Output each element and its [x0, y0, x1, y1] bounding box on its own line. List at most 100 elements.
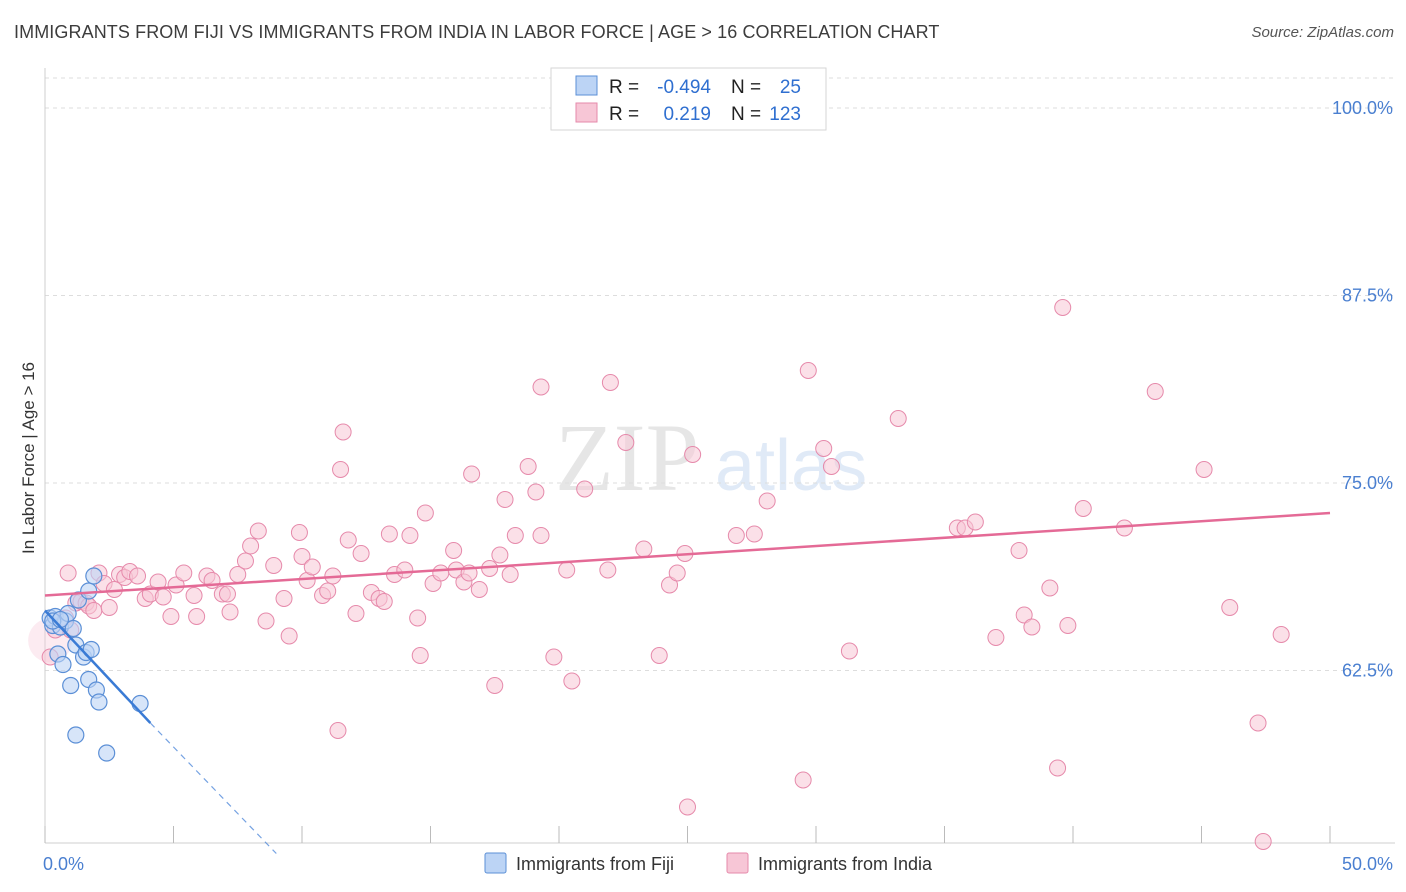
india-point	[401, 527, 419, 544]
bottom-legend-fiji: Immigrants from Fiji	[516, 854, 674, 874]
bottom-legend-swatch-fiji	[484, 852, 507, 874]
india-point	[290, 524, 308, 541]
india-point	[1054, 299, 1072, 316]
india-point	[545, 648, 563, 666]
india-point	[1049, 759, 1067, 777]
india-point	[329, 722, 347, 739]
india-point	[463, 465, 481, 483]
fiji-point	[85, 567, 103, 585]
india-point	[601, 374, 619, 391]
india-point	[59, 564, 77, 582]
trend-lines	[44, 511, 1331, 854]
india-point	[496, 491, 514, 508]
india-point	[380, 525, 398, 543]
legend-swatch-fiji	[575, 75, 598, 96]
india-point	[1074, 500, 1092, 517]
india-point	[532, 527, 550, 544]
india-point	[617, 434, 635, 451]
india-point	[1015, 606, 1033, 624]
x-tick-label: 0.0%	[43, 854, 84, 874]
india-point	[966, 513, 984, 531]
india-point	[1221, 599, 1239, 616]
india-point	[576, 480, 594, 498]
india-point	[265, 557, 283, 574]
fiji-point	[131, 694, 149, 713]
legend-india-n-value: 123	[769, 104, 801, 125]
india-point	[889, 410, 907, 427]
india-point	[149, 573, 167, 591]
india-point	[822, 458, 840, 475]
india-point	[1254, 833, 1272, 850]
india-point	[332, 461, 350, 478]
y-tick-label: 62.5%	[1342, 661, 1393, 681]
india-point	[679, 798, 696, 816]
india-point	[319, 582, 337, 600]
india-point	[1041, 579, 1059, 597]
india-point	[1249, 714, 1267, 732]
india-point	[668, 564, 686, 582]
india-point	[1059, 617, 1077, 634]
india-point	[375, 593, 393, 610]
india-point	[242, 537, 260, 555]
india-point	[218, 585, 236, 603]
india-point	[650, 647, 668, 664]
india-point	[1010, 542, 1028, 559]
india-point	[257, 612, 275, 630]
y-tick-label: 75.0%	[1342, 473, 1393, 493]
india-point	[162, 608, 180, 625]
x-tick-label: 50.0%	[1342, 854, 1393, 874]
bottom-legend-india: Immigrants from India	[758, 854, 933, 874]
fiji-point	[54, 655, 72, 674]
india-point	[987, 629, 1005, 646]
india-point	[794, 771, 812, 789]
india-point	[167, 576, 185, 594]
india-point	[1195, 461, 1213, 478]
india-point	[411, 647, 429, 664]
india-point	[506, 527, 524, 544]
india-point	[129, 567, 147, 585]
india-point	[236, 552, 254, 570]
fiji-point	[62, 676, 80, 695]
india-point	[275, 590, 293, 607]
fiji-point	[98, 744, 116, 762]
india-point	[491, 546, 509, 564]
legend-india-n-label: N =	[731, 104, 761, 125]
india-point	[563, 672, 581, 690]
india-point	[185, 587, 203, 604]
india-trend-line	[44, 511, 1331, 597]
india-point	[815, 440, 833, 457]
india-point	[745, 525, 763, 543]
fiji-trend-extension	[149, 722, 277, 854]
india-point	[303, 558, 321, 576]
india-point	[661, 576, 679, 594]
axes	[44, 68, 1395, 844]
watermark-atlas: atlas	[715, 426, 867, 506]
india-point	[432, 564, 450, 582]
legend-india-r-label: R =	[609, 104, 639, 125]
india-point	[352, 545, 370, 562]
india-point	[799, 362, 817, 379]
legend-swatch-india	[575, 102, 598, 123]
india-point	[188, 608, 206, 625]
india-point	[527, 483, 545, 501]
india-point	[334, 423, 352, 441]
series-legend: Immigrants from Fiji Immigrants from Ind…	[484, 852, 933, 874]
legend-fiji-n-value: 25	[780, 77, 801, 98]
india-point	[416, 504, 434, 522]
india-point	[100, 599, 118, 616]
india-point	[409, 609, 427, 627]
data-points	[28, 299, 1290, 850]
india-point	[758, 492, 776, 510]
watermark: ZIP atlas	[555, 404, 867, 511]
india-point	[396, 561, 414, 579]
india-point	[599, 561, 617, 579]
chart-title: IMMIGRANTS FROM FIJI VS IMMIGRANTS FROM …	[14, 22, 940, 42]
y-tick-label: 100.0%	[1332, 98, 1393, 118]
fiji-trend-line	[44, 609, 152, 724]
india-point	[175, 564, 193, 582]
stats-legend: R = -0.494 N = 25 R = 0.219 N = 123	[550, 67, 827, 131]
india-point	[1023, 618, 1041, 636]
india-point	[347, 605, 365, 622]
india-point	[249, 522, 267, 540]
tick-labels: 62.5% 75.0% 87.5% 100.0% 0.0% 50.0%	[43, 98, 1393, 874]
